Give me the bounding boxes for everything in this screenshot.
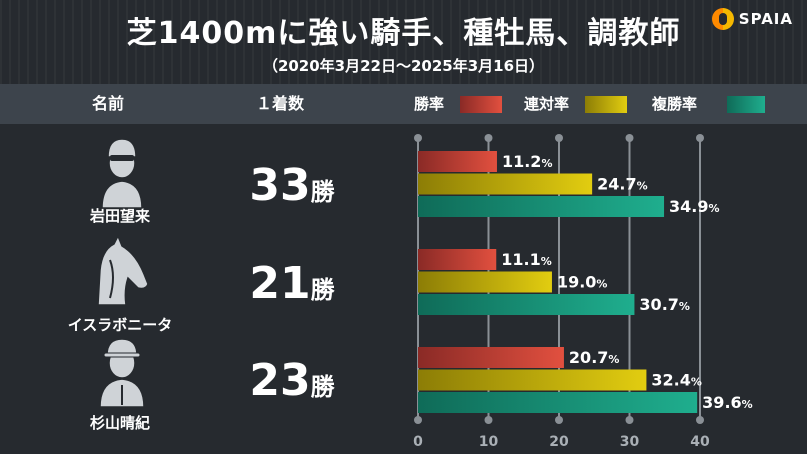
logo-text: SPAIA: [738, 10, 793, 28]
legend-swatch-win: [460, 96, 502, 113]
spaia-logo-icon: [711, 8, 734, 30]
x-tick-label: 10: [479, 434, 499, 450]
legend-label-win: 勝率: [414, 95, 445, 113]
bar-place: [418, 271, 552, 293]
row-name-1: イスラボニータ: [67, 316, 173, 334]
x-tick-label: 30: [620, 434, 640, 450]
jockey-icon: [101, 138, 143, 209]
data-label-show: 34.9%: [669, 197, 720, 216]
legend-label-place: 連対率: [524, 95, 570, 113]
bar-win: [418, 249, 497, 270]
row-wins-0: 33勝: [192, 160, 392, 211]
trainer-icon: [99, 338, 145, 408]
background-stripes: [0, 0, 807, 85]
bar-place: [418, 369, 647, 391]
table-header: 名前 １着数 勝率 連対率 複勝率: [0, 84, 807, 124]
data-label-win: 20.7%: [569, 348, 620, 367]
grid-line-dot: [484, 134, 493, 142]
wins-unit: 勝: [310, 373, 335, 401]
data-label-place: 32.4%: [651, 371, 702, 390]
chart-data-labels: 11.2% 24.7% 34.9% 11.1% 19.0% 30.7% 20.7% 32.4%…: [501, 152, 752, 412]
wins-unit: 勝: [310, 178, 335, 206]
row-wins-2: 23勝: [192, 355, 392, 406]
grid-line-dot: [414, 416, 422, 424]
x-tick-label: 20: [549, 434, 569, 450]
data-label-win: 11.2%: [502, 152, 553, 171]
x-tick-label: 0: [413, 434, 423, 450]
data-label-win: 11.1%: [501, 250, 552, 269]
grid-line-dot: [696, 416, 704, 424]
grid-line-dot: [696, 134, 704, 142]
page-subtitle: （2020年3月22日～2025年3月16日）: [262, 57, 545, 75]
bar-show: [418, 294, 635, 315]
wins-unit: 勝: [310, 276, 335, 304]
wins-number: 23: [249, 355, 311, 406]
header-name-label: 名前: [92, 94, 125, 113]
horse-head-icon: [97, 234, 149, 306]
grid-line-dot: [414, 134, 422, 142]
bar-place: [418, 173, 593, 195]
header-wins-label: １着数: [256, 94, 305, 113]
row-wins-1: 21勝: [192, 258, 392, 309]
grid-line-dot: [555, 416, 563, 424]
data-label-place: 24.7%: [597, 175, 648, 194]
bar-win: [418, 347, 564, 368]
bar-win: [418, 151, 497, 172]
wins-number: 21: [249, 258, 311, 309]
chart-bars: [418, 151, 698, 413]
grid-line-dot: [555, 134, 563, 142]
grid-line-dot: [625, 416, 634, 424]
page-title: 芝1400mに強い騎手、種牡馬、調教師: [126, 16, 681, 51]
brand-logo: SPAIA: [711, 8, 793, 30]
x-tick-label: 40: [690, 434, 710, 450]
chart-x-ticks: 0 10 20 30 40: [413, 434, 710, 450]
legend-label-show: 複勝率: [652, 95, 698, 113]
legend-swatch-show: [727, 96, 765, 113]
data-label-place: 19.0%: [557, 273, 608, 292]
bar-show: [418, 196, 665, 217]
legend-swatch-place: [585, 96, 627, 113]
row-name-2: 杉山晴紀: [89, 414, 150, 432]
grid-line-dot: [625, 134, 634, 142]
wins-number: 33: [249, 160, 311, 211]
grid-line-dot: [484, 416, 493, 424]
row-name-0: 岩田望来: [89, 207, 150, 225]
bar-show: [418, 392, 698, 413]
data-label-show: 39.6%: [702, 393, 753, 412]
data-label-show: 30.7%: [639, 295, 690, 314]
